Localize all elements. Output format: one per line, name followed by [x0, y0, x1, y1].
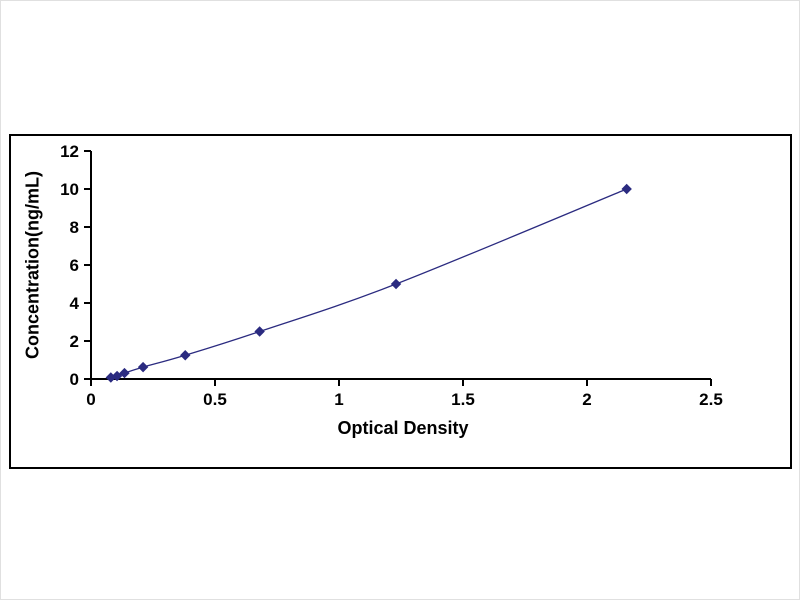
x-tick-label: 2.5 [699, 390, 723, 409]
y-tick-label: 4 [70, 294, 80, 313]
y-tick-label: 0 [70, 370, 79, 389]
y-tick-label: 2 [70, 332, 79, 351]
data-point-diamond [254, 326, 265, 337]
x-tick-label: 0.5 [203, 390, 227, 409]
y-tick-label: 8 [70, 218, 79, 237]
data-point-diamond [180, 350, 191, 361]
data-point-diamond [621, 183, 632, 195]
chart-frame: 0 0.5 1 1.5 2 2.5 0 2 4 6 8 10 12 Concentration(ng/m… [9, 134, 792, 469]
data-point-diamond [137, 361, 149, 373]
x-tick-label: 2 [582, 390, 591, 409]
x-tick-label: 1 [334, 390, 343, 409]
x-tick-label: 1.5 [451, 390, 475, 409]
series-line [110, 188, 627, 379]
data-point-diamond [119, 367, 130, 379]
y-tick-label: 12 [60, 142, 79, 161]
data-point-diamond [390, 278, 402, 290]
standard-curve-plot: 0 0.5 1 1.5 2 2.5 0 2 4 6 8 10 12 [60, 142, 723, 409]
data-point-diamond [111, 370, 123, 382]
y-tick-label: 6 [70, 256, 79, 275]
y-tick-label: 10 [60, 180, 79, 199]
x-tick-label: 0 [86, 390, 95, 409]
